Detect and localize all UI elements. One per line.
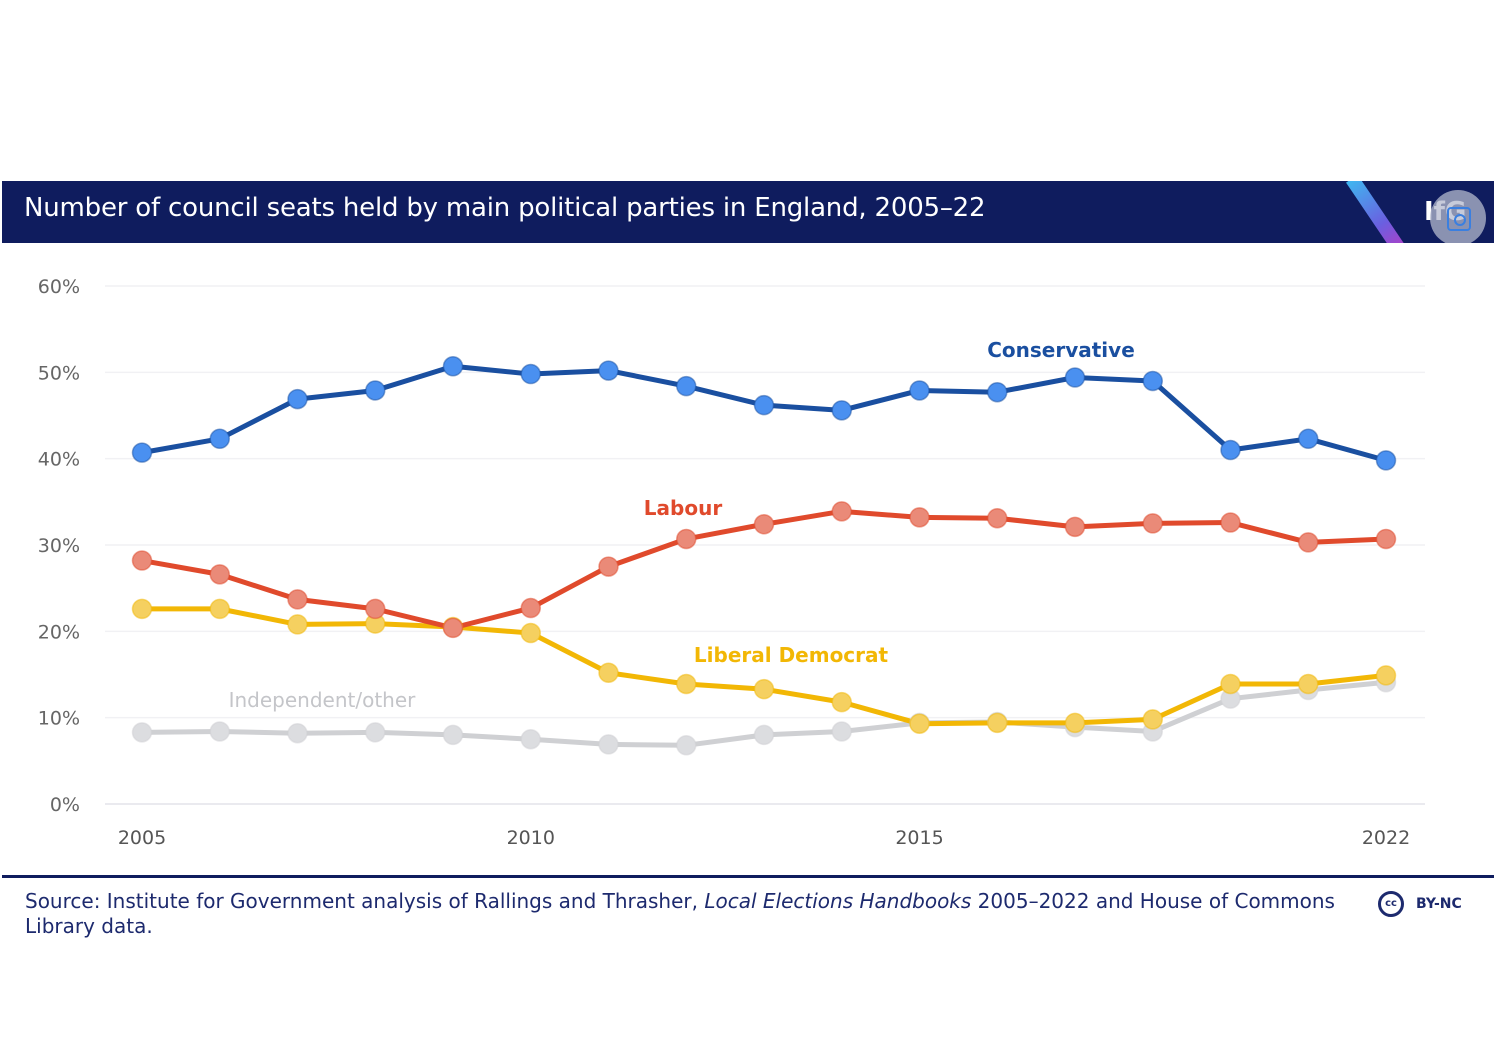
libdem-point [598, 662, 619, 684]
creative-commons-icon: cc [1378, 891, 1404, 917]
conservative-point [1375, 450, 1397, 471]
labour-point [831, 501, 852, 522]
libdem-point [131, 598, 153, 620]
labour-point [287, 589, 308, 610]
libdem-point [209, 598, 230, 620]
conservative-point [520, 363, 541, 385]
labour-point [209, 564, 230, 585]
conservative-point [365, 380, 386, 401]
independent-point [287, 722, 308, 744]
libdem-point [1064, 712, 1086, 734]
x-tick-label: 2015 [895, 827, 943, 849]
independent-point [209, 721, 230, 742]
lens-frame [1447, 207, 1471, 231]
labour-point [1375, 528, 1397, 550]
libdem-point [753, 678, 775, 700]
labour-point [131, 550, 153, 571]
decorative-stripe [1346, 181, 1408, 243]
labour-point [1298, 532, 1319, 553]
independent-point [676, 735, 697, 756]
libdem-point [1220, 673, 1241, 695]
independent-point [520, 729, 541, 750]
independent-point [131, 722, 153, 743]
labour-point [365, 598, 386, 620]
labour-point [1142, 513, 1163, 534]
y-tick-label: 0% [50, 794, 80, 816]
series-labels: Conservative Labour Liberal Democrat Indepe… [229, 338, 1135, 712]
y-tick-label: 60% [38, 276, 80, 298]
conservative-label: Conservative [987, 338, 1135, 362]
conservative-point [1064, 367, 1086, 388]
source-suffix: 2005–2022 and House of Commons Library d… [25, 889, 1335, 938]
labour-point [1064, 516, 1086, 538]
y-tick-label: 10% [38, 708, 80, 730]
y-tick-label: 20% [38, 621, 80, 643]
labour-point [598, 556, 619, 577]
conservative-point [287, 388, 308, 410]
labour-point [987, 507, 1008, 529]
libdem-point [909, 713, 930, 734]
independent-point [365, 722, 386, 743]
x-tick-label: 2005 [118, 827, 166, 849]
conservative-point [209, 428, 230, 450]
x-axis-ticks: 2005 2010 2015 2022 [118, 827, 1410, 849]
chart-title: Number of council seats held by main pol… [24, 193, 986, 223]
conservative-point [1142, 370, 1163, 392]
conservative-point [1298, 428, 1319, 450]
conservative-point [909, 380, 930, 401]
independent-label: Independent/other [229, 688, 417, 712]
license-label: BY-NC [1416, 896, 1462, 912]
labour-point [753, 514, 775, 535]
lens-dot [1454, 214, 1466, 226]
conservative-point [598, 360, 619, 381]
source-italic: Local Elections Handbooks [704, 889, 972, 913]
conservative-point [987, 381, 1008, 403]
grid-lines [105, 285, 1425, 805]
y-axis-ticks: 0% 10% 20% 30% 40% 50% 60% [38, 276, 80, 816]
y-tick-label: 30% [38, 535, 80, 557]
chart-header: Number of council seats held by main pol… [2, 181, 1494, 243]
conservative-point [753, 394, 775, 416]
libdem-point [520, 622, 541, 644]
independent-point [598, 734, 619, 755]
libdem-point [831, 691, 852, 713]
independent-point [442, 724, 464, 746]
conservative-point [831, 400, 852, 421]
libdem-point [1298, 673, 1319, 695]
independent-point [753, 724, 775, 746]
y-tick-label: 40% [38, 449, 80, 471]
libdem-point [987, 712, 1008, 734]
conservative-point [131, 442, 153, 463]
libdem-point [1142, 709, 1163, 730]
labour-point [909, 507, 930, 528]
conservative-point [676, 375, 697, 397]
libdem-point [287, 614, 308, 635]
labour-point [442, 617, 464, 639]
line-chart: 0% 10% 20% 30% 40% 50% 60% 2005 2010 2015 2022 Co… [38, 276, 1425, 849]
conservative-point [442, 356, 464, 377]
footer-divider [2, 875, 1494, 878]
libdem-point [1375, 665, 1397, 686]
lens-icon[interactable] [1430, 190, 1486, 243]
labour-label: Labour [644, 496, 723, 520]
x-tick-label: 2010 [507, 827, 555, 849]
series-markers [131, 356, 1397, 756]
source-prefix: Source: Institute for Government analysi… [25, 889, 705, 913]
y-tick-label: 50% [38, 362, 80, 384]
labour-point [1220, 512, 1241, 533]
independent-point [831, 721, 852, 742]
libdem-label: Liberal Democrat [694, 643, 889, 667]
x-tick-label: 2022 [1362, 827, 1410, 849]
source-note: Source: Institute for Government analysi… [25, 889, 1345, 939]
labour-point [676, 528, 697, 550]
libdem-point [676, 673, 697, 695]
conservative-point [1220, 439, 1241, 461]
labour-point [520, 597, 541, 619]
